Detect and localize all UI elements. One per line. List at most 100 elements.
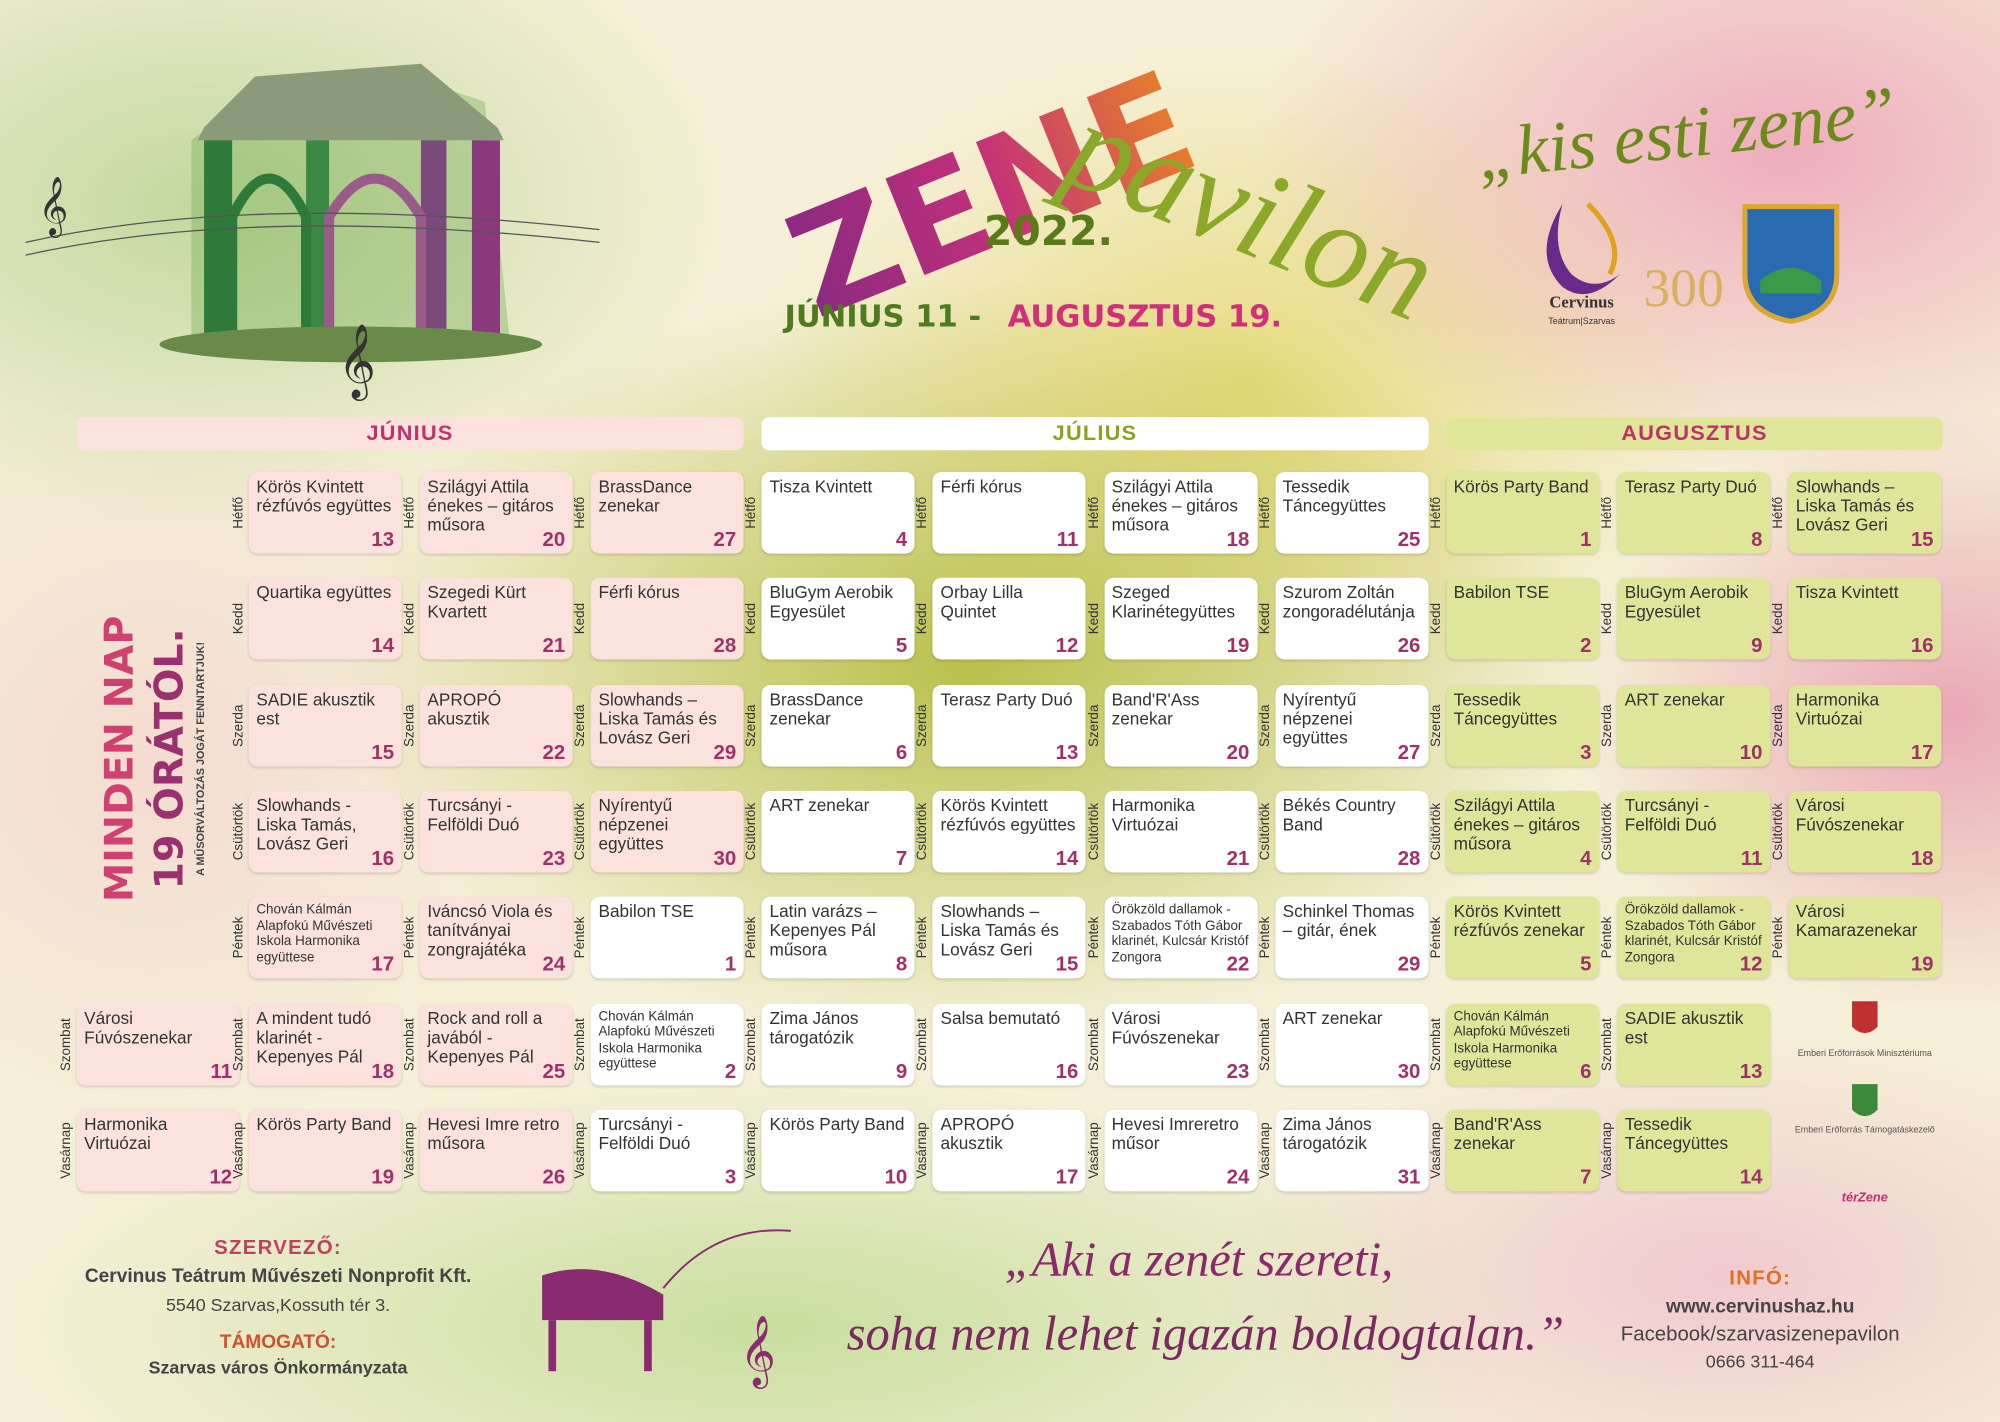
day-number: 29 [1397, 954, 1421, 977]
organizer-label: SZERVEZŐ: [214, 1236, 342, 1259]
event-cell: BrassDance zenekar 6 [761, 684, 915, 767]
day-number: 19 [371, 1166, 395, 1189]
day-label: Szerda [1257, 704, 1273, 747]
day-number: 5 [1580, 954, 1592, 977]
day-number: 8 [1751, 529, 1763, 552]
event-cell: Chován Kálmán Alapfokú Művészeti Iskola … [248, 896, 402, 979]
day-label: Vasárnap [1599, 1122, 1615, 1179]
day-label: Hétfő [915, 496, 931, 529]
day-number: 29 [713, 741, 737, 764]
event-cell: Schinkel Thomas – gitár, ének 29 [1274, 896, 1429, 979]
event-text: Városi Fúvószenekar [1111, 1008, 1220, 1047]
event-text: ART zenekar [769, 795, 870, 815]
day-number: 21 [1226, 848, 1250, 870]
day-number: 22 [1226, 954, 1250, 977]
day-label: Kedd [915, 603, 931, 635]
event-text: Örökzöld dallamok - Szabados Tóth Gábor … [1624, 902, 1762, 966]
event-cell: Terasz Party Duó 8 [1617, 471, 1771, 554]
event-cell: Városi Fúvószenekar 11 [76, 1003, 240, 1085]
event-cell: Zima János tárogatózik 31 [1274, 1109, 1429, 1192]
day-number: 28 [713, 635, 737, 658]
supporter: Szarvas város Önkormányzata [149, 1358, 409, 1378]
event-text: Chován Kálmán Alapfokú Művészeti Iskola … [1453, 1008, 1570, 1072]
day-number: 21 [542, 635, 566, 658]
day-label: Kedd [1086, 603, 1102, 635]
event-text: Férfi kórus [598, 583, 680, 603]
coat-of-arms [1742, 204, 1840, 325]
event-text: Tessedik Táncegyüttes [1282, 477, 1387, 516]
event-text: A mindent tudó klarinét - Kepenyes Pál [256, 1008, 372, 1066]
event-cell: Tessedik Táncegyüttes 3 [1446, 684, 1600, 767]
event-cell: SADIE akusztik est 15 [248, 684, 402, 767]
day-number: 20 [542, 529, 566, 552]
day-label: Hétfő [1599, 496, 1615, 529]
event-text: Salsa bemutató [940, 1008, 1061, 1028]
day-label: Hétfő [1086, 496, 1102, 529]
event-cell: Férfi kórus 11 [932, 471, 1086, 554]
month-header: JÚLIUS [761, 417, 1429, 451]
organizer: Cervinus Teátrum Művészeti Nonprofit Kft… [85, 1266, 471, 1287]
day-label: Szombat [1257, 1017, 1273, 1071]
event-text: Tisza Kvintett [1795, 583, 1899, 603]
day-number: 25 [1397, 529, 1421, 552]
cervinus-logo [1546, 202, 1620, 295]
day-number: 17 [371, 954, 395, 977]
event-cell: Band'R'Ass zenekar 20 [1103, 684, 1258, 767]
day-number: 22 [542, 741, 566, 764]
day-number: 12 [1739, 954, 1763, 977]
event-cell: Terasz Party Duó 13 [932, 684, 1086, 767]
event-text: Zima János tárogatózik [769, 1008, 859, 1047]
event-cell: Harmonika Virtuózai 12 [76, 1109, 240, 1192]
day-number: 27 [713, 529, 737, 552]
day-number: 13 [1055, 741, 1079, 764]
quote-line: „Aki a zenét szereti, [1005, 1234, 1393, 1287]
event-text: Harmonika Virtuózai [1795, 689, 1880, 728]
day-number: 16 [1910, 635, 1934, 658]
dates-end: AUGUSZTUS 19. [1008, 300, 1282, 335]
day-label: Vasárnap [230, 1122, 247, 1179]
event-text: Örökzöld dallamok - Szabados Tóth Gábor … [1111, 902, 1249, 966]
event-text: SADIE akusztik est [1624, 1008, 1744, 1047]
event-text: APROPÓ akusztik [427, 689, 502, 728]
day-number: 24 [542, 954, 566, 977]
day-number: 9 [895, 1060, 908, 1083]
day-label: Vasárnap [58, 1122, 74, 1179]
svg-text:𝄞: 𝄞 [38, 177, 68, 238]
event-text: BluGym Aerobik Egyesület [1624, 583, 1749, 622]
event-cell: Chován Kálmán Alapfokú Művészeti Iskola … [590, 1003, 744, 1085]
event-text: Latin varázs – Kepenyes Pál műsora [769, 902, 877, 960]
month-header: AUGUSZTUS [1446, 417, 1943, 451]
svg-text:𝄞: 𝄞 [338, 325, 376, 402]
day-label: Szombat [1086, 1017, 1102, 1071]
day-number: 25 [542, 1060, 566, 1083]
day-number: 6 [895, 741, 908, 764]
day-label: Szerda [744, 704, 760, 747]
day-label: Vasárnap [1257, 1122, 1273, 1179]
quote-line: soha nem lehet igazán boldogtalan.” [847, 1307, 1564, 1360]
event-text: Városi Fúvószenekar [1795, 795, 1904, 835]
motto: „kis esti zene” [1473, 72, 1899, 195]
day-label: Hétfő [1257, 496, 1273, 529]
event-text: Szurom Zoltán zongoradélutánja [1282, 583, 1415, 622]
event-cell: BluGym Aerobik Egyesület 9 [1617, 578, 1771, 660]
event-text: BrassDance zenekar [769, 689, 864, 728]
day-label: Csütörtök [1770, 802, 1786, 861]
day-label: Szombat [401, 1017, 418, 1071]
day-number: 26 [1397, 635, 1421, 658]
day-label: Péntek [744, 916, 760, 959]
event-text: BrassDance zenekar [598, 477, 693, 516]
day-label: Szombat [572, 1017, 589, 1071]
event-cell: Harmonika Virtuózai 21 [1103, 790, 1258, 873]
event-cell: Hevesi Imreretro műsor 24 [1103, 1109, 1258, 1192]
event-cell: Turcsányi - Felföldi Duó 3 [590, 1109, 744, 1192]
event-cell: Körös Party Band 10 [761, 1109, 915, 1192]
event-text: Szegedi Kürt Kvartett [427, 583, 527, 622]
day-number: 3 [1580, 741, 1592, 764]
day-number: 14 [1739, 1166, 1763, 1189]
event-cell: BluGym Aerobik Egyesület 5 [761, 578, 915, 660]
event-text: Quartika együttes [256, 583, 392, 603]
day-number: 5 [895, 635, 908, 658]
event-text: Terasz Party Duó [1624, 477, 1757, 497]
